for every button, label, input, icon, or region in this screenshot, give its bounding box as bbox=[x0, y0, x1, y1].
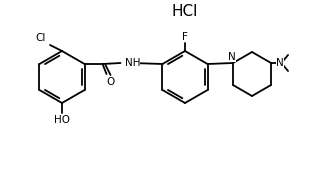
Text: O: O bbox=[107, 77, 115, 87]
Text: N: N bbox=[276, 58, 284, 68]
Text: Cl: Cl bbox=[36, 33, 46, 43]
Text: N: N bbox=[228, 52, 236, 62]
Text: F: F bbox=[182, 32, 188, 42]
Text: HCl: HCl bbox=[172, 4, 198, 18]
Text: HO: HO bbox=[54, 115, 70, 125]
Text: NH: NH bbox=[125, 58, 140, 68]
